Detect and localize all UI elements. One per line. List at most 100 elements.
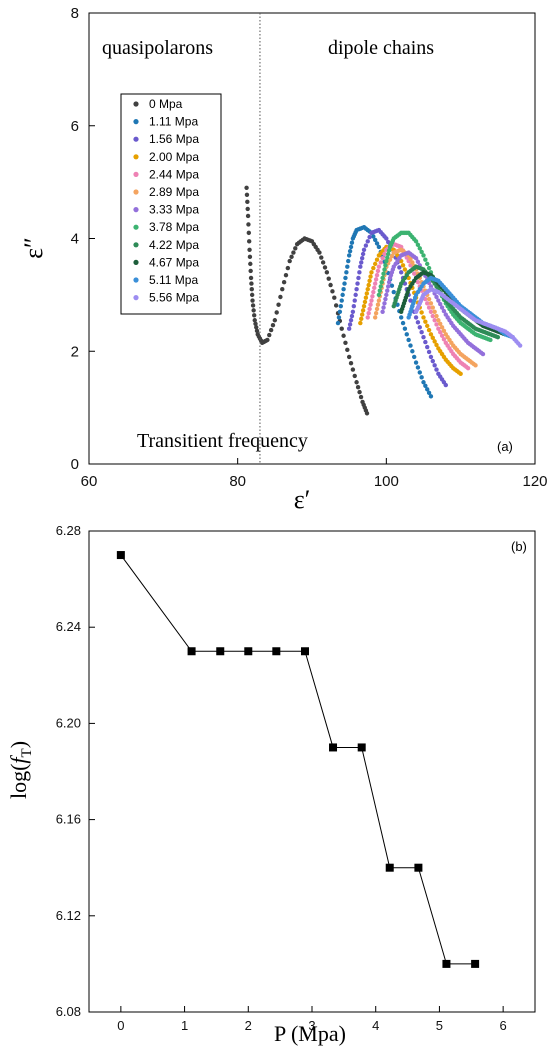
data-point — [434, 367, 439, 372]
data-point — [326, 276, 331, 281]
data-point — [413, 360, 419, 365]
data-point — [351, 303, 357, 309]
data-point — [247, 254, 253, 260]
data-point — [480, 351, 486, 357]
legend-marker — [133, 136, 139, 142]
data-marker — [116, 551, 125, 560]
y-tick-label-a: 0 — [71, 456, 79, 473]
data-point — [356, 275, 361, 281]
data-point — [372, 261, 378, 267]
data-point — [358, 394, 364, 400]
data-point — [343, 340, 348, 345]
data-point — [385, 255, 390, 260]
data-point — [248, 268, 253, 274]
data-point — [425, 261, 430, 267]
panel-b-ticks: 0 1 2 3 4 5 6 6.08 6.12 6.16 6.20 6.24 6.28 — [56, 523, 507, 1033]
data-point — [421, 334, 426, 340]
legend-marker — [133, 154, 139, 160]
x-tick-label-b: 2 — [245, 1018, 252, 1033]
data-marker — [357, 743, 366, 752]
data-point — [376, 298, 382, 303]
data-point — [382, 267, 387, 272]
data-point — [289, 254, 294, 260]
legend-label: 4.22 Mpa — [149, 238, 199, 252]
data-point — [417, 246, 422, 251]
data-point — [352, 373, 357, 379]
data-point — [369, 298, 374, 303]
data-point — [293, 246, 298, 251]
data-point — [434, 322, 439, 327]
data-point — [410, 349, 415, 354]
data-marker — [329, 743, 338, 752]
data-point — [385, 288, 390, 293]
data-point — [434, 342, 439, 348]
data-point — [372, 281, 378, 286]
data-point — [421, 253, 426, 258]
data-point — [248, 275, 254, 281]
data-point — [360, 308, 366, 313]
data-point — [374, 306, 380, 312]
data-point — [252, 318, 257, 323]
data-point — [380, 309, 385, 314]
data-point — [423, 339, 428, 345]
legend-label: 2.44 Mpa — [149, 167, 199, 181]
data-point — [270, 322, 276, 328]
panel-b-tag: (b) — [511, 539, 527, 554]
data-point — [423, 257, 428, 262]
data-point — [385, 239, 391, 245]
data-point — [434, 313, 439, 319]
data-point — [432, 309, 437, 314]
data-point — [417, 325, 422, 330]
data-point — [336, 315, 342, 320]
legend-marker — [133, 189, 139, 195]
panel-a: 60 80 100 120 0 2 4 6 8 quasipolarons dipole cha… — [19, 5, 548, 514]
data-point — [439, 305, 445, 310]
data-point — [425, 301, 430, 306]
data-point — [248, 261, 253, 267]
data-point — [376, 244, 382, 250]
data-point — [291, 250, 296, 255]
data-point — [249, 287, 254, 292]
data-point — [267, 332, 272, 338]
data-point — [335, 320, 341, 326]
data-point — [438, 321, 443, 326]
data-point — [366, 282, 371, 288]
data-point — [379, 279, 384, 285]
x-tick-label-b: 4 — [372, 1018, 379, 1033]
data-point — [458, 371, 463, 376]
data-point — [377, 288, 383, 293]
data-marker — [187, 647, 196, 656]
data-point — [251, 308, 256, 313]
data-point — [384, 292, 389, 298]
data-point — [413, 256, 419, 261]
data-point — [419, 310, 424, 315]
data-point — [415, 242, 421, 248]
data-point — [438, 301, 443, 307]
data-point — [389, 253, 395, 259]
data-point — [342, 281, 347, 286]
data-point — [381, 271, 386, 276]
data-marker — [442, 959, 451, 968]
data-point — [361, 247, 367, 252]
data-point — [333, 303, 339, 308]
legend-label: 3.78 Mpa — [149, 220, 199, 234]
legend-label: 5.11 Mpa — [149, 273, 198, 287]
y-tick-label-b: 6.20 — [56, 715, 81, 730]
data-point — [339, 326, 344, 331]
data-point — [413, 239, 419, 244]
data-point — [278, 294, 283, 300]
data-point — [245, 199, 250, 205]
data-point — [283, 272, 289, 278]
y-axis-title-b: log(fT) — [6, 741, 35, 799]
panel-a-series-group — [244, 185, 523, 416]
legend-marker — [133, 259, 139, 265]
data-point — [419, 330, 424, 335]
data-point — [363, 295, 369, 300]
panel-a-tag: (a) — [497, 439, 513, 454]
data-marker — [300, 647, 309, 656]
data-point — [337, 309, 343, 314]
data-point — [365, 239, 370, 244]
data-point — [317, 250, 322, 255]
data-point — [244, 185, 249, 190]
